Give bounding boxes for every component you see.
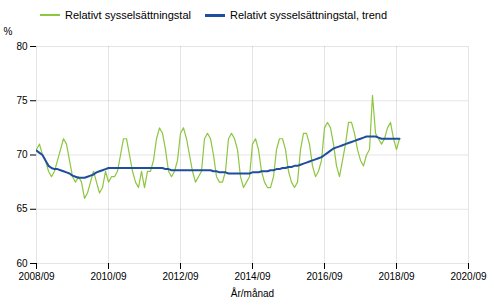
svg-text:2014/09: 2014/09 [234,271,271,282]
svg-text:80: 80 [16,41,28,52]
svg-text:2020/09: 2020/09 [450,271,487,282]
svg-text:2018/09: 2018/09 [378,271,415,282]
svg-text:75: 75 [16,95,28,106]
svg-text:2008/09: 2008/09 [18,271,55,282]
svg-text:År/månad: År/månad [231,287,274,299]
svg-text:2012/09: 2012/09 [162,271,199,282]
html-text:Relativt sysselsättningstal, t: Relativt sysselsättningstal, trend [230,9,388,21]
svg-text:2016/09: 2016/09 [306,271,343,282]
html-text:Relativt sysselsättningstal: Relativt sysselsättningstal [65,9,191,21]
svg-text:%: % [4,26,13,37]
svg-text:2010/09: 2010/09 [90,271,127,282]
svg-text:70: 70 [16,149,28,160]
svg-text:60: 60 [16,258,28,269]
svg-text:65: 65 [16,203,28,214]
